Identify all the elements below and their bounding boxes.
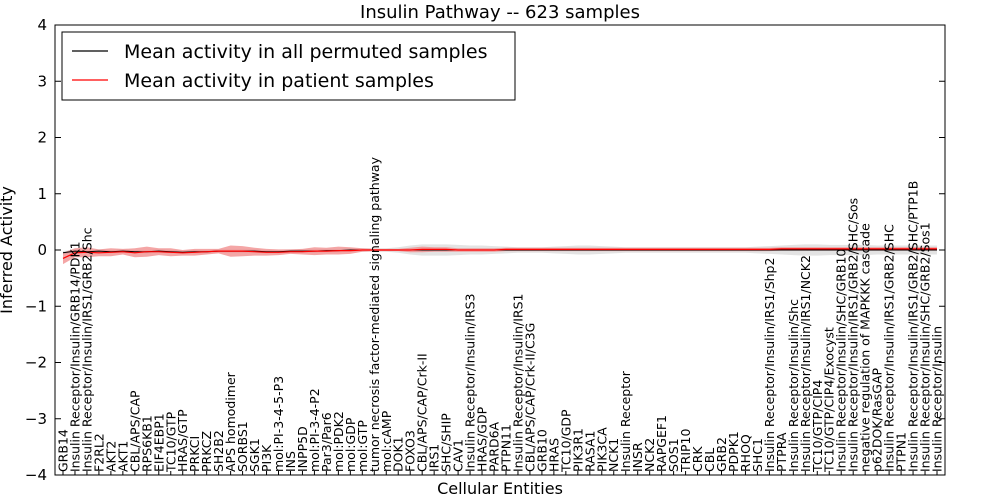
x-tick-label: p62DOK/RasGAP: [870, 367, 885, 472]
x-tick-label: INS: [283, 451, 298, 472]
x-tick-label: Insulin Receptor/Insulin/SHC/GRB2/Sos1: [918, 222, 933, 472]
y-tick-label: −4: [25, 466, 47, 484]
x-tick-label: APS homodimer: [223, 371, 238, 472]
y-axis-ticks: −4 −3 −2 −1 0 1 2 3 4: [25, 16, 945, 484]
x-tick-label: NCK1: [606, 438, 621, 472]
x-tick-label: PTPRA: [774, 432, 789, 472]
y-tick-label: −3: [25, 410, 47, 428]
x-tick-label: RAPGEF1: [654, 415, 669, 472]
x-tick-label: Insulin Receptor/Insulin/GRB14/PDK1: [68, 241, 83, 472]
x-tick-label: PTPN11: [499, 424, 514, 472]
x-tick-label: TRIP10: [678, 429, 693, 473]
x-tick-label: SGK1: [247, 438, 262, 472]
x-tick-label: tumor necrosis factor-mediated signaling…: [367, 156, 382, 472]
x-tick-label: TC10/GTP/CIP4/Exocyst: [822, 327, 837, 473]
x-tick-label: SHC1: [750, 438, 765, 472]
x-tick-label: Insulin Receptor/Insulin/IRS1/GRB2/SHC/S…: [846, 198, 861, 472]
x-tick-label: PRKCZ: [199, 431, 214, 472]
x-tick-label: PDPK1: [726, 431, 741, 472]
x-tick-label: CAV1: [451, 439, 466, 472]
y-axis-label: Inferred Activity: [0, 186, 16, 314]
y-tick-label: 1: [37, 185, 47, 203]
x-tick-label: Insulin Receptor/Insulin/IRS1/GRB2/Shc: [79, 227, 94, 472]
x-tick-label: mol:PI-3-4-5-P3: [271, 376, 286, 472]
x-tick-label: mol:cAMP: [379, 410, 394, 472]
x-tick-label: PIK3CA: [594, 427, 609, 472]
x-tick-label: Insulin Receptor/Insulin: [930, 326, 945, 472]
x-tick-label: Par3/Par6: [319, 412, 334, 472]
legend-label-patient: Mean activity in patient samples: [124, 70, 434, 92]
x-tick-label: Insulin Receptor/Insulin/IRS1/GRB2/SHC/P…: [906, 181, 921, 472]
x-tick-label: TC10/GTP/CIP4: [810, 380, 825, 473]
x-tick-label: INPP5D: [295, 426, 310, 472]
x-tick-label: Insulin Receptor/Insulin/IRS1: [511, 294, 526, 472]
x-tick-label: CBL/APS/CAP/Crk-II/C3G: [522, 323, 537, 472]
legend-label-permuted: Mean activity in all permuted samples: [124, 41, 487, 63]
x-tick-label: PIK3R1: [570, 428, 585, 472]
x-tick-label: CBL/APS/CAP/Crk-II: [415, 353, 430, 472]
x-tick-label: RASA1: [582, 431, 597, 472]
x-tick-label: mol:PI-3-4-P2: [307, 388, 322, 472]
x-axis-label: Cellular Entities: [437, 479, 563, 498]
x-tick-label: RPS6KB1: [139, 415, 154, 472]
x-tick-label: Insulin Receptor/Insulin/Shc: [786, 299, 801, 472]
x-tick-label: HRAS/GTP: [175, 409, 190, 472]
x-tick-label: PI3K: [259, 444, 274, 472]
x-tick-label: PARD6A: [487, 421, 502, 472]
x-tick-label: IRS1: [427, 444, 442, 472]
y-tick-label: 3: [37, 72, 47, 90]
x-tick-label: DOK1: [391, 436, 406, 472]
x-tick-label: Insulin Receptor/Insulin/SHC/GRB10: [834, 249, 849, 472]
x-tick-label: SH2B2: [211, 430, 226, 472]
plot-frame: [54, 24, 946, 476]
x-tick-label: PTPN1: [894, 432, 909, 472]
x-tick-label: TC10/GDP: [558, 409, 573, 473]
x-tick-label: HRAS/GDP: [475, 406, 490, 472]
x-tick-label: F2RL2: [91, 433, 106, 472]
x-tick-label: CRK: [690, 446, 705, 472]
series-lines: [62, 248, 937, 259]
patient-series-line: [62, 248, 937, 259]
x-tick-label: GRB10: [534, 429, 549, 472]
y-tick-label: −1: [25, 297, 47, 315]
x-tick-label: mol:PDK2: [331, 411, 346, 472]
x-tick-label: PRKCI: [187, 436, 202, 472]
x-tick-label: SORBS1: [235, 421, 250, 472]
legend: Mean activity in all permuted samples Me…: [61, 31, 516, 101]
x-tick-label: RHOQ: [738, 434, 753, 472]
x-tick-label: mol:GDP: [343, 417, 358, 472]
x-tick-label: Insulin Receptor/Insulin/IRS3: [463, 294, 478, 472]
x-tick-label: CBL: [702, 448, 717, 472]
y-tick-label: −2: [25, 354, 47, 372]
x-tick-label: AKT1: [115, 441, 130, 472]
y-tick-label: 4: [37, 16, 47, 34]
y-tick-label: 2: [37, 129, 47, 147]
y-tick-label: 0: [37, 241, 47, 259]
x-tick-label: EIF4EBP1: [151, 413, 166, 472]
x-tick-label: CBL/APS/CAP: [127, 390, 142, 472]
x-tick-label: FOXO3: [403, 430, 418, 472]
x-tick-label: negative regulation of MAPKKK cascade: [858, 223, 873, 472]
x-tick-label: GRB2: [714, 437, 729, 472]
x-tick-label: Insulin Receptor: [618, 370, 633, 472]
x-tick-label: GRB14: [56, 429, 71, 472]
x-tick-label: mol:GTP: [355, 420, 370, 472]
x-tick-label: NCK2: [642, 438, 657, 472]
x-tick-label: SOS1: [666, 438, 681, 472]
x-tick-label: AKT2: [103, 441, 118, 472]
chart-title: Insulin Pathway -- 623 samples: [360, 2, 640, 23]
x-tick-label: Insulin Receptor/Insulin/IRS1/GRB2/SHC: [882, 224, 897, 472]
x-tick-label: TC10/GTP: [163, 411, 178, 473]
x-tick-label: HRAS: [546, 438, 561, 472]
x-tick-label: Insulin Receptor/Insulin/IRS1/NCK2: [798, 255, 813, 472]
legend-box: [61, 31, 516, 101]
x-tick-label: INSR: [630, 442, 645, 472]
x-tick-label: Insulin Receptor/Insulin/IRS1/Shp2: [762, 258, 777, 472]
x-tick-label: SHC/SHIP: [439, 413, 454, 472]
